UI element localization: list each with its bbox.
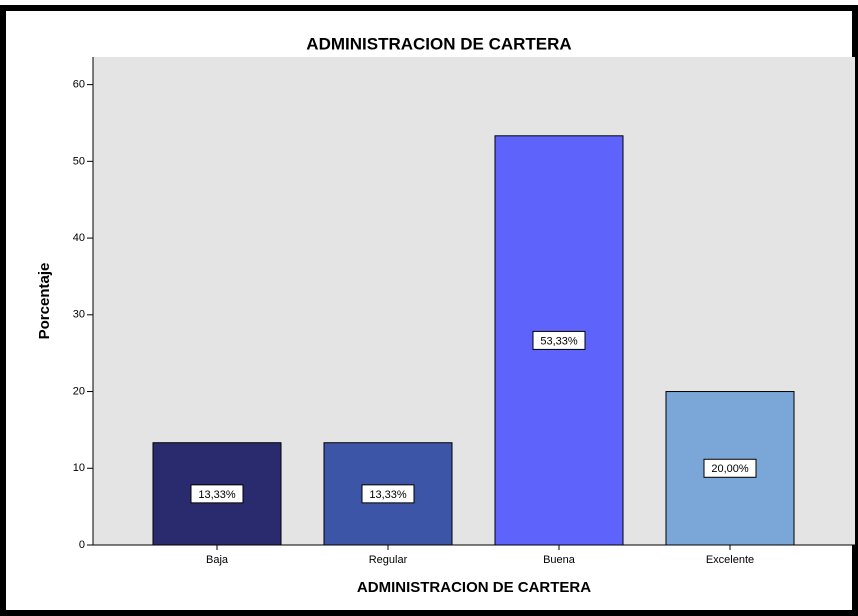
x-tick-label: Excelente bbox=[706, 554, 754, 566]
value-label: 13,33% bbox=[369, 489, 407, 501]
x-axis-title: ADMINISTRACION DE CARTERA bbox=[357, 579, 591, 596]
value-label-box bbox=[532, 330, 586, 350]
x-tick-label: Regular bbox=[369, 554, 408, 566]
value-label-box bbox=[703, 458, 757, 478]
value-label: 20,00% bbox=[711, 463, 749, 475]
value-label: 13,33% bbox=[198, 489, 236, 501]
y-tick-label: 30 bbox=[73, 309, 85, 321]
x-tick-label: Baja bbox=[206, 554, 229, 566]
value-label-box bbox=[361, 484, 415, 504]
chart-title: ADMINISTRACION DE CARTERA bbox=[306, 34, 571, 53]
y-tick-label: 0 bbox=[79, 539, 85, 551]
x-tick-label: Buena bbox=[543, 554, 576, 566]
y-tick-label: 40 bbox=[73, 232, 85, 244]
y-tick-label: 10 bbox=[73, 462, 85, 474]
value-label-box bbox=[190, 484, 244, 504]
y-tick-label: 60 bbox=[73, 79, 85, 91]
value-label: 53,33% bbox=[540, 335, 578, 347]
y-tick-label: 20 bbox=[73, 385, 85, 397]
y-tick-label: 50 bbox=[73, 155, 85, 167]
y-axis-title: Porcentaje bbox=[36, 263, 53, 340]
